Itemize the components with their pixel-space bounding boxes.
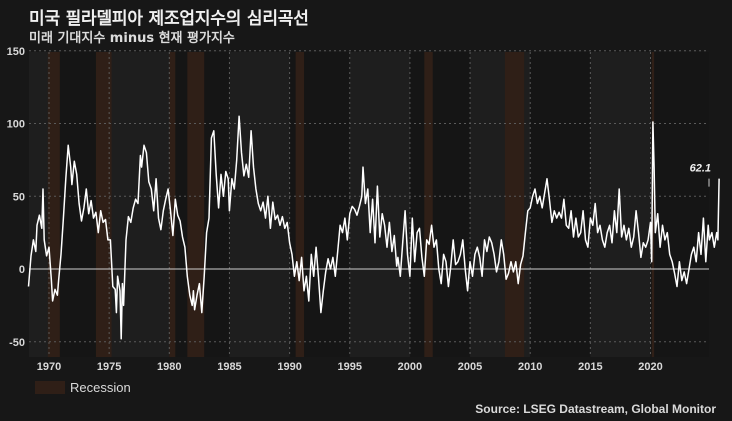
recession-swatch bbox=[35, 381, 65, 394]
series-line bbox=[27, 115, 720, 340]
x-tick-label: 1985 bbox=[217, 361, 241, 373]
recession-band bbox=[504, 52, 525, 357]
x-tick-label: 1995 bbox=[338, 361, 362, 373]
chart-title: 미국 필라델피아 제조업지수의 심리곡선 bbox=[29, 9, 309, 29]
x-tick-label: 1980 bbox=[157, 361, 181, 373]
x-tick-label: 2010 bbox=[518, 361, 542, 373]
legend-label-recession: Recession bbox=[70, 380, 131, 395]
y-tick-label: 150 bbox=[7, 46, 25, 58]
y-axis-ticks: 150 100 50 0 -50 bbox=[7, 46, 25, 349]
y-tick-label: 0 bbox=[19, 264, 25, 276]
recession-band bbox=[187, 52, 205, 357]
x-tick-label: 2020 bbox=[638, 361, 662, 373]
x-tick-label: 2015 bbox=[578, 361, 602, 373]
recession-band bbox=[424, 52, 433, 357]
gridlines bbox=[29, 50, 709, 357]
recession-bands bbox=[47, 52, 655, 357]
recession-band bbox=[295, 52, 305, 357]
recession-band bbox=[169, 52, 176, 357]
recession-band bbox=[95, 52, 112, 357]
y-tick-label: 100 bbox=[7, 119, 25, 131]
recession-band bbox=[47, 52, 60, 357]
x-tick-label: 1975 bbox=[97, 361, 121, 373]
x-tick-label: 1990 bbox=[277, 361, 301, 373]
x-tick-label: 1970 bbox=[37, 361, 61, 373]
last-value-label: 62.1 bbox=[690, 163, 711, 175]
y-tick-label: 50 bbox=[13, 191, 25, 203]
x-tick-label: 2000 bbox=[398, 361, 422, 373]
x-axis-ticks: 1970 1975 1980 1985 1990 1995 2000 2005 2010 2015… bbox=[37, 361, 663, 373]
legend: Recession bbox=[35, 380, 131, 395]
chart-subtitle: 미래 기대지수 minus 현재 평가지수 bbox=[29, 31, 235, 46]
y-tick-label: -50 bbox=[9, 337, 25, 349]
x-tick-label: 2005 bbox=[458, 361, 482, 373]
source-note: Source: LSEG Datastream, Global Monitor bbox=[475, 402, 716, 416]
